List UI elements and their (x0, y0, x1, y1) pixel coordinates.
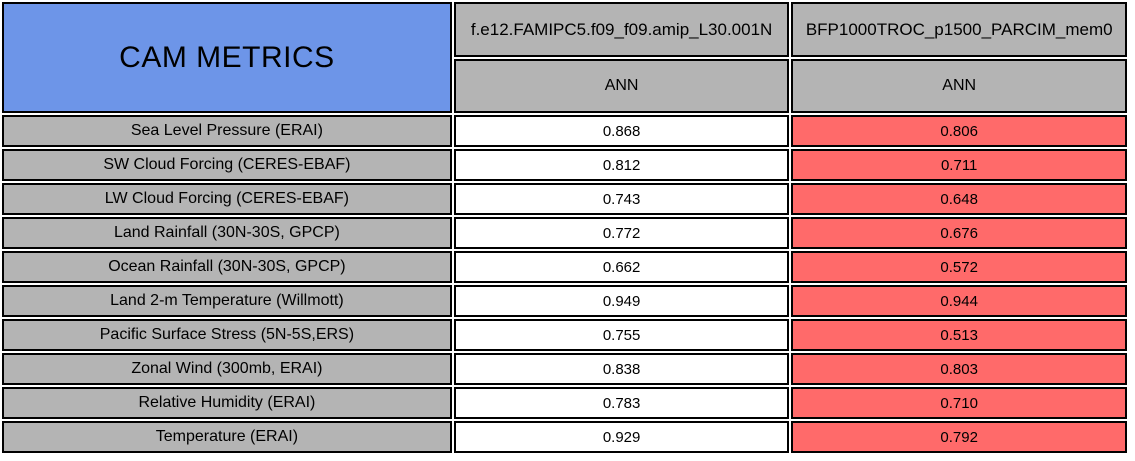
table-row: SW Cloud Forcing (CERES-EBAF) 0.812 0.71… (2, 149, 1127, 181)
value-cell-model1: 0.838 (453, 353, 790, 385)
table-row: Pacific Surface Stress (5N-5S,ERS) 0.755… (2, 319, 1127, 351)
model-header-1-label: f.e12.FAMIPC5.f09_f09.amip_L30.001N (470, 19, 773, 39)
table-row: Relative Humidity (ERAI) 0.783 0.710 (2, 387, 1127, 419)
metric-label-cell: Temperature (ERAI) (2, 421, 452, 453)
metric-label-cell: Relative Humidity (ERAI) (2, 387, 452, 419)
metric-label-cell: SW Cloud Forcing (CERES-EBAF) (2, 149, 452, 181)
model-header-2: BFP1000TROC_p1500_PARCIM_mem0 (791, 2, 1127, 57)
table-row: Land 2-m Temperature (Willmott) 0.949 0.… (2, 285, 1127, 317)
model-header-1: f.e12.FAMIPC5.f09_f09.amip_L30.001N (453, 2, 790, 57)
table-row: Land Rainfall (30N-30S, GPCP) 0.772 0.67… (2, 217, 1127, 249)
value-cell-model2: 0.792 (791, 421, 1127, 453)
value-cell-model1: 0.662 (453, 251, 790, 283)
value-cell-model1: 0.755 (453, 319, 790, 351)
metric-label-cell: Ocean Rainfall (30N-30S, GPCP) (2, 251, 452, 283)
table-row: Sea Level Pressure (ERAI) 0.868 0.806 (2, 115, 1127, 147)
value-cell-model2: 0.676 (791, 217, 1127, 249)
value-cell-model2: 0.806 (791, 115, 1127, 147)
metric-label-cell: Zonal Wind (300mb, ERAI) (2, 353, 452, 385)
value-cell-model1: 0.743 (453, 183, 790, 215)
metric-label-cell: Sea Level Pressure (ERAI) (2, 115, 452, 147)
header-row-models: CAM METRICS f.e12.FAMIPC5.f09_f09.amip_L… (2, 2, 1127, 113)
metric-label-cell: Land Rainfall (30N-30S, GPCP) (2, 217, 452, 249)
table-row: Zonal Wind (300mb, ERAI) 0.838 0.803 (2, 353, 1127, 385)
value-cell-model1: 0.929 (453, 421, 790, 453)
value-cell-model2: 0.944 (791, 285, 1127, 317)
metric-label-cell: Pacific Surface Stress (5N-5S,ERS) (2, 319, 452, 351)
table-title: CAM METRICS (2, 2, 452, 113)
value-cell-model1: 0.772 (453, 217, 790, 249)
value-cell-model2: 0.803 (791, 353, 1127, 385)
value-cell-model1: 0.868 (453, 115, 790, 147)
value-cell-model1: 0.812 (453, 149, 790, 181)
header-row-seasons: ANN ANN (2, 59, 1127, 113)
model-header-2-label: BFP1000TROC_p1500_PARCIM_mem0 (805, 19, 1113, 39)
value-cell-model1: 0.949 (453, 285, 790, 317)
metric-label-cell: LW Cloud Forcing (CERES-EBAF) (2, 183, 452, 215)
season-header-2: ANN (791, 59, 1127, 113)
value-cell-model1: 0.783 (453, 387, 790, 419)
table-row: Temperature (ERAI) 0.929 0.792 (2, 421, 1127, 453)
value-cell-model2: 0.513 (791, 319, 1127, 351)
table-row: Ocean Rainfall (30N-30S, GPCP) 0.662 0.5… (2, 251, 1127, 283)
value-cell-model2: 0.572 (791, 251, 1127, 283)
value-cell-model2: 0.711 (791, 149, 1127, 181)
metric-label-cell: Land 2-m Temperature (Willmott) (2, 285, 452, 317)
season-header-1: ANN (453, 59, 790, 113)
table-row: LW Cloud Forcing (CERES-EBAF) 0.743 0.64… (2, 183, 1127, 215)
value-cell-model2: 0.710 (791, 387, 1127, 419)
value-cell-model2: 0.648 (791, 183, 1127, 215)
